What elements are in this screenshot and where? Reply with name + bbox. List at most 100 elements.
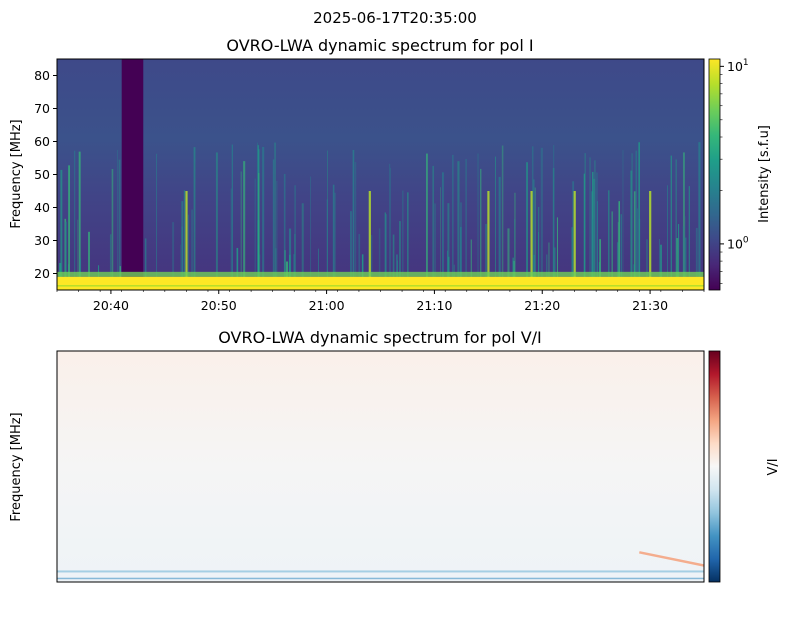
- burst-streak: [622, 150, 624, 290]
- burst-streak: [283, 173, 286, 290]
- burst-streak: [457, 161, 460, 290]
- burst-streak: [660, 244, 662, 290]
- panel-i-x-ticks: 20:40 20:50 21:00 21:10 21:20 21:30: [56, 290, 705, 313]
- low-band-line: [57, 285, 704, 287]
- burst-streak: [633, 191, 636, 290]
- burst-streak: [231, 144, 233, 290]
- colorbar-i-label: Intensity [s.f.u]: [757, 125, 772, 223]
- notable-burst: [573, 191, 576, 290]
- spectrum-vi-low-band: [57, 551, 704, 580]
- burst-streak: [616, 242, 619, 290]
- burst-streak: [399, 221, 401, 290]
- burst-streak: [495, 156, 496, 290]
- burst-streak: [193, 147, 196, 290]
- burst-streak: [294, 234, 296, 290]
- burst-streak: [498, 176, 501, 290]
- burst-streak: [385, 214, 388, 290]
- spectrum-i-bursts: [59, 142, 701, 290]
- burst-streak: [326, 199, 328, 290]
- low-band-line: [57, 570, 704, 573]
- burst-streak: [676, 238, 679, 290]
- burst-streak: [501, 145, 504, 290]
- burst-streak: [68, 165, 70, 290]
- burst-streak: [638, 142, 640, 290]
- burst-streak: [592, 171, 594, 290]
- spectrum-vi-image: [57, 351, 704, 582]
- burst-streak: [533, 179, 535, 290]
- burst-streak: [332, 184, 335, 290]
- burst-streak: [180, 244, 181, 290]
- burst-streak: [257, 145, 259, 290]
- burst-streak: [172, 222, 175, 290]
- low-band-line: [57, 577, 704, 580]
- y-tick-label: 50: [34, 167, 50, 182]
- burst-streak: [470, 239, 472, 290]
- x-tick-label: 21:00: [309, 298, 345, 313]
- panel-i-y-ticks: 20 30 40 50 60 70 80: [34, 68, 57, 281]
- burst-streak: [507, 228, 510, 290]
- x-tick-label: 20:50: [201, 298, 237, 313]
- burst-streak: [442, 172, 444, 290]
- burst-streak: [440, 187, 441, 290]
- panel-vi-ylabel: Frequency [MHz]: [9, 412, 24, 521]
- burst-streak: [109, 234, 112, 290]
- colorbar-tick-exponent: 0: [743, 235, 749, 245]
- panel-pol-vi: OVRO-LWA dynamic spectrum for pol V/I Fr…: [9, 328, 781, 583]
- burst-streak: [635, 150, 638, 290]
- burst-streak: [432, 165, 434, 290]
- burst-streak: [553, 145, 555, 290]
- spectrum-i-low-band: [57, 271, 704, 290]
- burst-streak: [215, 152, 218, 290]
- burst-streak: [695, 227, 698, 290]
- burst-streak: [378, 228, 381, 290]
- burst-streak: [446, 250, 448, 290]
- burst-streak: [77, 219, 79, 290]
- burst-streak: [144, 238, 147, 290]
- burst-streak: [426, 153, 428, 290]
- positive-polarization-feature: [639, 551, 704, 567]
- burst-streak: [620, 214, 622, 290]
- burst-streak: [465, 159, 467, 290]
- burst-streak: [402, 190, 404, 290]
- burst-streak: [659, 239, 660, 290]
- burst-streak: [572, 181, 575, 290]
- burst-streak: [262, 146, 265, 290]
- burst-streak: [389, 163, 391, 290]
- burst-streak: [688, 186, 690, 290]
- notable-burst: [487, 191, 490, 290]
- burst-streak: [480, 168, 482, 290]
- y-tick-label: 70: [34, 101, 50, 116]
- burst-streak: [111, 169, 114, 290]
- panel-i-title: OVRO-LWA dynamic spectrum for pol I: [226, 36, 533, 55]
- burst-streak: [350, 211, 352, 290]
- burst-streak: [682, 152, 685, 290]
- burst-streak: [257, 220, 260, 290]
- notable-burst: [368, 191, 371, 290]
- y-tick-label: 80: [34, 68, 50, 83]
- burst-streak: [678, 224, 680, 290]
- colorbar-tick-label: 101: [727, 58, 749, 74]
- burst-streak: [599, 239, 602, 290]
- colorbar-i: [708, 58, 721, 291]
- burst-streak: [371, 234, 373, 290]
- burst-streak: [434, 203, 436, 290]
- colorbar-tick-label: 100: [727, 235, 749, 251]
- y-tick-label: 30: [34, 233, 50, 248]
- burst-streak: [389, 167, 391, 290]
- spectrum-vi-background: [57, 351, 704, 582]
- burst-streak: [181, 226, 183, 290]
- burst-streak: [384, 212, 386, 290]
- burst-streak: [589, 157, 591, 290]
- burst-streak: [538, 231, 539, 290]
- burst-streak: [310, 176, 312, 290]
- burst-streak: [156, 153, 158, 290]
- burst-streak: [258, 172, 260, 290]
- burst-streak: [88, 231, 90, 290]
- burst-streak: [531, 146, 534, 290]
- burst-streak: [118, 159, 121, 290]
- y-tick-label: 20: [34, 266, 50, 281]
- spectrum-i-data-gap: [121, 59, 144, 290]
- colorbar-i-ticks: 101 100: [720, 58, 749, 284]
- burst-streak: [548, 242, 550, 290]
- colorbar-vi-label: V/I: [766, 458, 781, 475]
